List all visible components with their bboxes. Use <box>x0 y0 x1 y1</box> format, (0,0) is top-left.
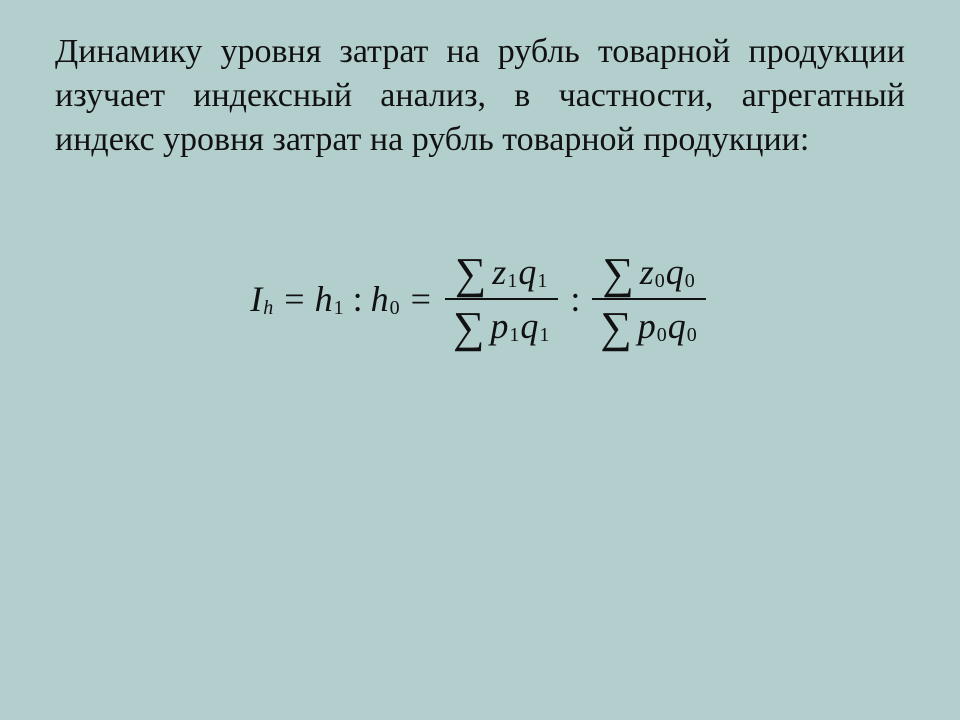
sum-icon: ∑ <box>453 306 484 350</box>
sub-h0: 0 <box>390 297 400 320</box>
sum-icon: ∑ <box>455 252 486 296</box>
sub-p1: 1 <box>509 324 519 347</box>
formula-area: I h = h 1 : h 0 = ∑ z 1 q 1 ∑ p <box>55 248 905 350</box>
fraction-2-bar <box>592 298 705 300</box>
fraction-1-den: ∑ p 1 q 1 <box>445 302 558 350</box>
fraction-1: ∑ z 1 q 1 ∑ p 1 q 1 <box>445 248 558 350</box>
sub-q0d: 0 <box>687 324 697 347</box>
sub-z1: 1 <box>507 270 517 293</box>
sum-icon: ∑ <box>600 306 631 350</box>
var-I: I <box>250 278 262 320</box>
var-h0: h <box>371 278 389 320</box>
eq-1: = <box>284 278 304 320</box>
sub-z0: 0 <box>655 270 665 293</box>
var-z1: z <box>492 251 506 293</box>
eq-2: = <box>411 278 431 320</box>
sub-q1n: 1 <box>537 270 547 293</box>
sum-icon: ∑ <box>602 252 633 296</box>
var-p0: p <box>638 305 656 347</box>
sub-p0: 0 <box>657 324 667 347</box>
var-p1: p <box>490 305 508 347</box>
var-z0: z <box>640 251 654 293</box>
var-q0d: q <box>668 305 686 347</box>
slide-paragraph: Динамику уровня затрат на рубль товарной… <box>55 30 905 163</box>
fraction-2: ∑ z 0 q 0 ∑ p 0 q 0 <box>592 248 705 350</box>
sub-I: h <box>263 297 273 320</box>
sub-q0n: 0 <box>685 270 695 293</box>
fraction-1-bar <box>445 298 558 300</box>
sub-q1d: 1 <box>539 324 549 347</box>
sub-h1: 1 <box>334 297 344 320</box>
colon-1: : <box>353 278 363 320</box>
slide: Динамику уровня затрат на рубль товарной… <box>0 0 960 720</box>
var-q1n: q <box>518 251 536 293</box>
formula: I h = h 1 : h 0 = ∑ z 1 q 1 ∑ p <box>250 248 709 350</box>
fraction-1-num: ∑ z 1 q 1 <box>447 248 556 296</box>
var-q0n: q <box>666 251 684 293</box>
fraction-2-num: ∑ z 0 q 0 <box>594 248 703 296</box>
var-h1: h <box>315 278 333 320</box>
colon-2: : <box>570 278 580 320</box>
var-q1d: q <box>520 305 538 347</box>
fraction-2-den: ∑ p 0 q 0 <box>592 302 705 350</box>
